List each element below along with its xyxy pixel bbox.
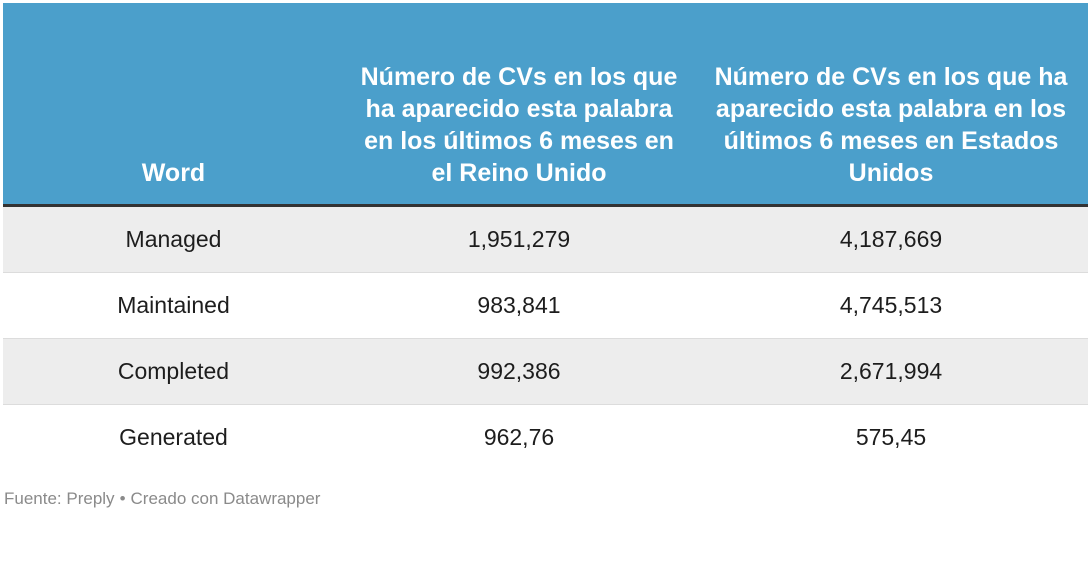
source-note: Fuente: Preply <box>4 489 115 508</box>
cell-word: Completed <box>3 338 344 405</box>
column-header-us: Número de CVs en los que ha aparecido es… <box>694 3 1088 207</box>
table-header: Word Número de CVs en los que ha apareci… <box>3 3 1088 207</box>
column-header-uk: Número de CVs en los que ha aparecido es… <box>344 3 694 207</box>
table-row: Completed 992,386 2,671,994 <box>3 338 1088 405</box>
cell-word: Maintained <box>3 272 344 339</box>
footer-separator: • <box>119 489 126 508</box>
cell-us-count: 575,45 <box>855 424 927 450</box>
header-row: Word Número de CVs en los que ha apareci… <box>3 3 1088 207</box>
cell-uk-count: 983,841 <box>344 272 694 339</box>
data-table-container: Word Número de CVs en los que ha apareci… <box>3 3 1088 470</box>
cell-uk-count: 1,951,279 <box>344 205 694 273</box>
cell-word: Managed <box>3 205 344 273</box>
table-body: Managed 1,951,279 4,187,669 Maintained 9… <box>3 205 1088 471</box>
table-row: Managed 1,951,279 4,187,669 <box>3 205 1088 273</box>
cell-us-count: 2,671,994 <box>694 338 1088 405</box>
table-row: Maintained 983,841 4,745,513 <box>3 272 1088 339</box>
column-header-word: Word <box>3 3 344 207</box>
datawrapper-credit: Creado con Datawrapper <box>130 489 321 508</box>
cell-uk-count: 992,386 <box>344 338 694 405</box>
cell-word: Generated <box>119 424 228 450</box>
cell-uk-count: 962,76 <box>483 424 555 450</box>
cell-us-count: 4,187,669 <box>694 205 1088 273</box>
table-row: Generated 962,76 575,45 <box>3 405 1088 471</box>
cell-us-count: 4,745,513 <box>694 272 1088 339</box>
source-footer: Fuente: Preply • Creado con Datawrapper <box>4 489 320 509</box>
data-table: Word Número de CVs en los que ha apareci… <box>3 3 1088 470</box>
